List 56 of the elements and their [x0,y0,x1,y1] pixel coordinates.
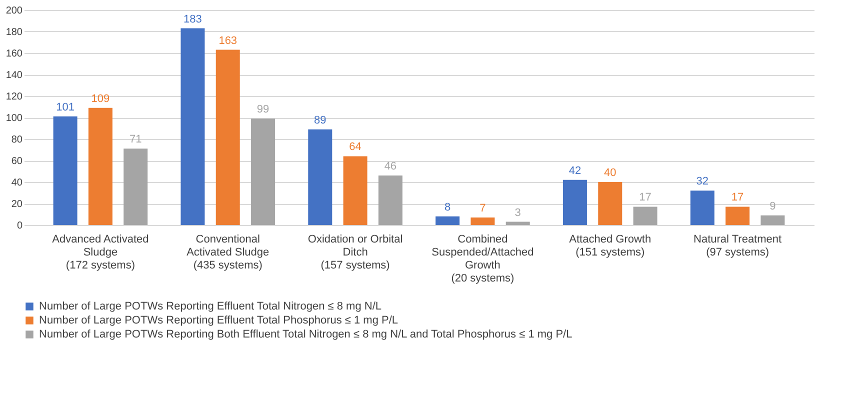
bar [308,129,332,225]
y-tick-label: 200 [6,6,23,16]
x-tick-label: Natural Treatment (97 systems) [694,234,782,258]
legend-label: Number of Large POTWs Reporting Effluent Total Phosphorus ≤ 1 mg P/L [39,314,398,326]
data-label: 64 [349,141,362,154]
y-tick-label: 100 [6,113,23,124]
bar [470,217,495,225]
bar [124,148,148,225]
y-tick-label: 140 [6,70,23,81]
data-label: 183 [184,13,202,26]
x-tick-label: Combined Suspended/Attached Growth (20 systems) [432,234,534,284]
y-tick-label: 60 [11,156,23,167]
data-label: 163 [218,34,238,47]
x-tick-label: Oxidation or Orbital Ditch (157 systems) [308,234,403,272]
data-label: 9 [770,200,776,212]
data-label: 40 [604,167,616,179]
y-tick-label: 180 [6,27,23,38]
bar [88,108,112,225]
bar [53,116,78,225]
data-label: 101 [56,101,74,114]
data-label: 17 [731,192,744,204]
x-tick-label: Conventional Activated Sludge (435 systems) [186,234,270,272]
bar [633,206,658,225]
data-label: 7 [480,202,486,214]
bar [690,190,714,225]
y-tick-label: 160 [6,48,23,60]
data-label: 3 [514,206,521,219]
bar [562,180,587,225]
data-label: 89 [314,114,326,126]
y-tick-label: 80 [11,134,23,146]
bar [760,215,785,225]
y-tick-label: 120 [6,92,23,102]
legend-label: Number of Large POTWs Reporting Effluent Total Nitrogen ≤ 8 mg N/L [39,300,382,312]
data-label: 8 [444,201,451,214]
data-label: 46 [384,160,397,173]
data-label: 17 [639,192,652,204]
data-label: 71 [129,134,142,146]
bar [180,28,205,225]
bar [598,182,622,225]
bar [726,206,750,225]
bar [343,156,368,225]
legend-label: Number of Large POTWs Reporting Both Effluent Total Nitrogen ≤ 8 mg N/L and Total Phosphorus ≤ 1 mg P/L [39,328,572,340]
bar [506,222,530,225]
data-label: 32 [696,176,709,188]
data-label: 109 [91,92,110,105]
data-label: 99 [256,104,270,116]
y-tick-label: 20 [11,199,23,210]
bar [436,216,460,225]
bar [251,118,276,225]
bar [378,176,402,225]
x-tick-label: Attached Growth (151 systems) [569,234,652,258]
y-tick-label: 0 [16,220,23,232]
data-label: 42 [568,164,582,177]
x-tick-label: Advanced Activated Sludge (172 systems) [52,234,149,272]
y-tick-label: 40 [11,178,23,188]
bar [216,50,240,225]
